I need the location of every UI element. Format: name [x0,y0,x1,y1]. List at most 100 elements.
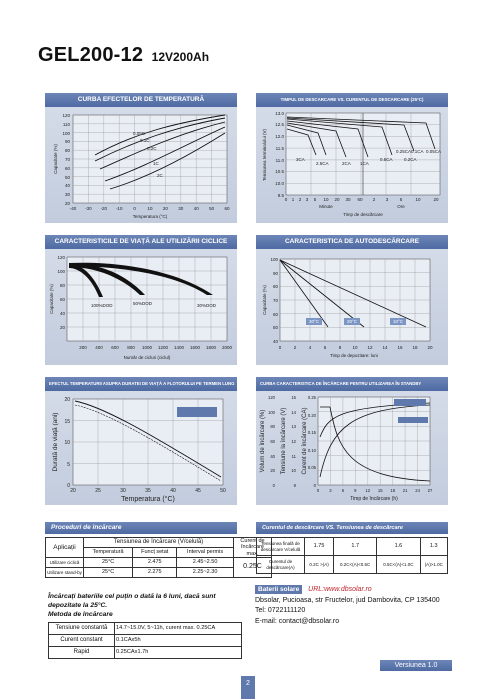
curve-label-1: 0.1C [140,138,150,143]
product-title: GEL200-12 12V200Ah [38,44,209,67]
x-tick: 30 [120,488,126,494]
cell-app: Utilizare ciclică [45,556,84,568]
y-tick-left: 120 [268,395,276,400]
x-tick: 1800 [206,345,217,350]
x-tick: 2 [299,197,302,202]
y-axis-label-right: Curent de încărcare (CA) [302,407,308,474]
y-axis-label: Capacitate (%) [49,284,54,314]
x-tick: 16 [397,345,403,350]
y-tick-left: 80 [270,424,275,429]
y-tick-right: 0.10 [308,448,317,453]
cell-func: 2.275 [132,566,178,578]
cycle-life-chart: 100%DOD 50%DOD 30%DOD 120 100 80 60 40 2… [49,255,233,360]
temp-label-1: 20°C [347,319,358,324]
row-label: Curentul de descărcare(A) [256,555,305,574]
col-voltage: Tensiunea de încărcare (V/celulă) [83,537,234,548]
dod-label-2: 30%DOD [197,303,217,308]
email[interactable]: E-mail: contact@dbsolar.ro [255,617,340,625]
dod-label-1: 50%DOD [133,301,153,306]
x-tick: 6 [324,345,327,350]
x-axis-label: Număr de cicluri (ciclul) [124,355,171,360]
cycle-life-panel: CARACTERISTICILE DE VIAȚĂ ALE UTILIZĂRII… [45,235,237,365]
x-tick: 30 [178,206,184,211]
method-value: 0.1CAx5h [114,634,242,647]
charging-procedures-table: Aplicații Tensiunea de încărcare (V/celu… [45,537,272,578]
x-tick: 10 [415,197,421,202]
x-tick: 18 [412,345,418,350]
y-tick: 5 [67,462,70,468]
cutoff-cell: 0.5C<(A)<1.0C [376,555,421,574]
y-tick-mid: 10 [291,468,296,473]
x-tick: -30 [85,206,92,211]
x-tick: 3 [306,197,309,202]
method-label: Curent constant [48,634,115,647]
cutoff-cell: 1.6 [376,537,421,556]
table-row: Tensiune constantă 14.7~15.0V, 5~11h, cu… [48,622,242,635]
cutoff-cell: 1.3 [419,537,449,556]
model-name: GEL200-12 [38,44,144,66]
y-tick-left: 100 [268,410,276,415]
temp-label-2: 10°C [393,319,404,324]
x-tick: -20 [101,206,108,211]
note-line: depozitate la 25°C. [48,602,108,609]
x-unit-hours: Ore [397,204,405,209]
y-tick-mid: 9 [294,483,297,488]
y-tick: 70 [65,157,71,162]
discharge-time-chart: 2.5CA 3CA 2CA 1CA 0.5CA 0.25CA 0.1CA 0.0… [262,111,441,217]
y-tick: 9.5 [278,193,285,198]
model-spec: 12V200Ah [151,50,210,64]
y-tick-left: 20 [270,468,275,473]
method-label: Tensiune constantă [48,622,115,635]
table-row: Utilizare stand-by 25°C 2.275 2.25~2.30 [45,566,272,578]
dod-label-0: 100%DOD [91,303,113,308]
website-link[interactable]: URL:www.dbsolar.ro [308,586,372,593]
x-tick: 20 [70,488,76,494]
table-row: Curent constant 0.1CAx5h [48,634,242,647]
y-tick-right: 0.15 [308,430,317,435]
cutoff-cell: (A)>1.0C [419,555,449,574]
discharge-label-6: 0.1CA [411,149,424,154]
x-tick: 1000 [142,345,153,350]
y-tick: 40 [60,311,66,316]
y-axis-label: Tensiunea terminalului (V) [262,128,267,181]
y-tick: 11.5 [276,146,285,151]
table-row: Rapid 0.25CAx1.7h [48,646,242,659]
telephone: Tel: 0722111120 [255,607,306,614]
address: Dbsolar, Pucioasa, str Fructelor, jud Da… [255,596,440,604]
y-tick-mid: 11 [292,454,297,459]
standby-charge-panel: CURBA CARACTERISTICA DE ÎNCĂRCARE PENTRU… [256,377,448,505]
discharge-label-0: 2.5CA [316,161,329,166]
panel-title: CURBA EFECTELOR DE TEMPERATURĂ [45,93,237,107]
y-axis-label-mid: Tensiune la încărcare (V) [281,408,287,475]
x-tick: 18 [390,488,395,493]
charging-method-table: Tensiune constantă 14.7~15.0V, 5~11h, cu… [48,622,242,659]
y-tick: 11.0 [276,158,285,163]
x-tick: 2 [294,345,297,350]
cutoff-cell: 1.75 [303,537,335,556]
self-discharge-chart: 30°C 20°C 10°C 100 90 80 70 60 50 40 0 2… [262,257,433,358]
x-tick: 1400 [174,345,185,350]
discharge-label-4: 0.5CA [380,157,393,162]
y-axis-label-left: Volum de încărcare (%) [260,410,266,473]
y-tick: 120 [62,113,70,118]
x-tick: 6 [342,488,345,493]
curve-label-3: 1C [153,161,160,166]
cutoff-cell: 1.7 [333,537,378,556]
y-tick: 60 [60,297,66,302]
y-tick-right: 0.20 [308,413,317,418]
x-tick: 5 [400,197,403,202]
table-row: Tensiunea finală de descărcare V/celulă … [256,537,449,556]
contact-block: Baterii solare URL:www.dbsolar.ro Dbsola… [255,585,440,627]
y-tick-mid: 12 [291,439,296,444]
panel-title: CARACTERISTICA DE AUTODESCĂRCARE [256,235,448,249]
y-tick-mid: 14 [291,410,296,415]
panel-title: TIMPUL DE DESCARCARE VS. CURENTUL DE DES… [256,93,448,107]
x-tick: 20 [427,345,433,350]
y-tick: 70 [273,298,279,303]
y-tick: 10.0 [275,181,284,186]
y-tick: 60 [65,166,71,171]
x-tick: 25 [95,488,101,494]
y-tick: 12.0 [275,134,284,139]
x-tick: 60 [224,206,230,211]
note-line: Încărcați bateriile cel puțin o dată la … [48,593,216,600]
